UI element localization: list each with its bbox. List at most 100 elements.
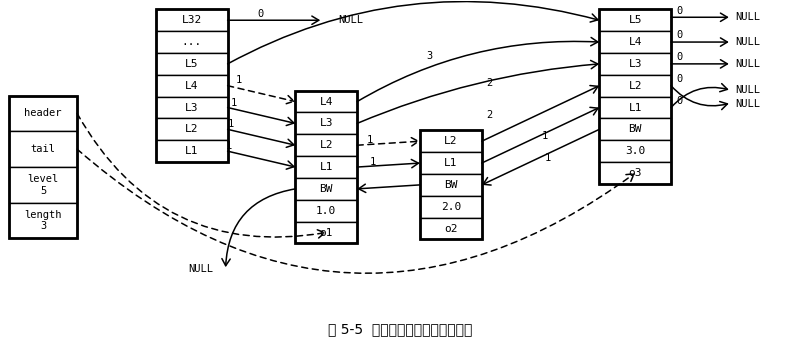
Text: L2: L2	[319, 140, 333, 150]
FancyArrowPatch shape	[670, 38, 727, 46]
Bar	[295, 112, 357, 134]
Text: length
3: length 3	[25, 210, 62, 232]
Text: L4: L4	[184, 81, 198, 91]
Text: 1: 1	[370, 157, 376, 167]
FancyArrowPatch shape	[77, 114, 324, 238]
Bar	[156, 31, 227, 53]
Text: NULL: NULL	[734, 85, 759, 95]
FancyArrowPatch shape	[357, 138, 418, 146]
Text: NULL: NULL	[338, 15, 363, 25]
Bar	[598, 9, 670, 31]
Bar	[156, 9, 227, 162]
Text: L5: L5	[628, 15, 641, 25]
Text: NULL: NULL	[734, 12, 759, 22]
Bar	[156, 53, 227, 75]
Text: NULL: NULL	[734, 59, 759, 69]
FancyArrowPatch shape	[357, 37, 597, 101]
Text: L5: L5	[184, 59, 198, 69]
Bar	[295, 91, 357, 244]
Text: 0: 0	[675, 74, 682, 84]
Bar	[295, 222, 357, 244]
Text: 0: 0	[675, 6, 682, 16]
Text: 0: 0	[675, 96, 682, 106]
Text: L2: L2	[444, 136, 457, 146]
Text: 1: 1	[544, 153, 550, 163]
Bar	[10, 96, 77, 131]
Text: 1: 1	[230, 98, 237, 108]
Text: 3: 3	[426, 51, 432, 61]
Text: 0: 0	[257, 9, 263, 19]
Bar	[598, 97, 670, 118]
Text: BW: BW	[444, 180, 457, 190]
Text: 1.0: 1.0	[316, 206, 336, 216]
Bar	[156, 97, 227, 118]
Text: L1: L1	[628, 103, 641, 112]
FancyArrowPatch shape	[670, 84, 727, 108]
FancyArrowPatch shape	[227, 151, 294, 169]
Bar	[295, 156, 357, 178]
FancyArrowPatch shape	[227, 129, 294, 147]
Bar	[419, 196, 481, 218]
Text: ...: ...	[181, 37, 201, 47]
Bar	[419, 174, 481, 196]
FancyArrowPatch shape	[358, 184, 419, 193]
Text: o1: o1	[319, 227, 333, 237]
Text: NULL: NULL	[188, 264, 213, 274]
Text: 1: 1	[235, 75, 241, 85]
Text: 图 5-5  另一个计算节点排位的例子: 图 5-5 另一个计算节点排位的例子	[327, 322, 472, 336]
Bar	[419, 130, 481, 152]
Bar	[419, 152, 481, 174]
Text: 1: 1	[541, 131, 547, 141]
Text: L32: L32	[181, 15, 201, 25]
Bar	[156, 140, 227, 162]
FancyArrowPatch shape	[227, 86, 294, 104]
Text: 2: 2	[486, 110, 492, 120]
Text: L3: L3	[319, 118, 333, 128]
Bar	[10, 96, 77, 238]
Text: 0: 0	[675, 52, 682, 62]
FancyArrowPatch shape	[670, 13, 727, 21]
Bar	[598, 118, 670, 140]
FancyArrowPatch shape	[221, 189, 295, 266]
Bar	[10, 167, 77, 203]
Text: L1: L1	[319, 162, 333, 172]
Bar	[598, 9, 670, 184]
FancyArrowPatch shape	[227, 108, 294, 126]
Text: level
5: level 5	[27, 174, 59, 196]
Bar	[10, 203, 77, 238]
Bar	[295, 134, 357, 156]
Bar	[598, 140, 670, 162]
Text: L1: L1	[444, 158, 457, 168]
FancyArrowPatch shape	[481, 107, 597, 163]
Text: NULL: NULL	[734, 37, 759, 47]
Bar	[419, 130, 481, 239]
Bar	[156, 9, 227, 31]
Bar	[419, 218, 481, 239]
Bar	[598, 53, 670, 75]
Text: L3: L3	[184, 103, 198, 112]
Text: BW: BW	[628, 124, 641, 135]
Text: BW: BW	[319, 184, 333, 194]
Text: 1: 1	[227, 119, 233, 129]
FancyArrowPatch shape	[670, 86, 727, 110]
Text: L4: L4	[319, 97, 333, 107]
Text: 3.0: 3.0	[624, 146, 645, 156]
Bar	[598, 31, 670, 53]
Text: 1: 1	[367, 135, 373, 145]
Bar	[156, 118, 227, 140]
FancyArrowPatch shape	[670, 60, 727, 68]
Text: 2.0: 2.0	[440, 202, 460, 212]
Bar	[295, 91, 357, 112]
Bar	[295, 200, 357, 222]
Bar	[295, 178, 357, 200]
FancyArrowPatch shape	[227, 1, 597, 64]
Text: header: header	[25, 108, 62, 118]
FancyArrowPatch shape	[357, 160, 418, 168]
FancyArrowPatch shape	[227, 16, 318, 24]
Bar	[598, 162, 670, 184]
Bar	[156, 75, 227, 97]
Bar	[598, 75, 670, 97]
Text: 1: 1	[225, 141, 232, 151]
Text: L4: L4	[628, 37, 641, 47]
FancyArrowPatch shape	[483, 129, 598, 185]
